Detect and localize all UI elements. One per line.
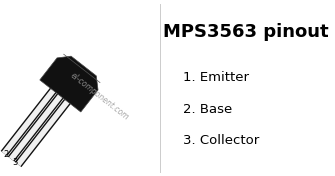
Text: 2. Base: 2. Base xyxy=(183,103,232,116)
Text: 3. Collector: 3. Collector xyxy=(183,134,259,147)
Text: MPS3563 pinout: MPS3563 pinout xyxy=(163,23,329,41)
Polygon shape xyxy=(40,56,98,112)
Text: el-component.com: el-component.com xyxy=(69,70,131,122)
Text: 3: 3 xyxy=(12,158,18,167)
Text: 1. Emitter: 1. Emitter xyxy=(183,71,249,84)
Text: 2: 2 xyxy=(3,150,8,159)
